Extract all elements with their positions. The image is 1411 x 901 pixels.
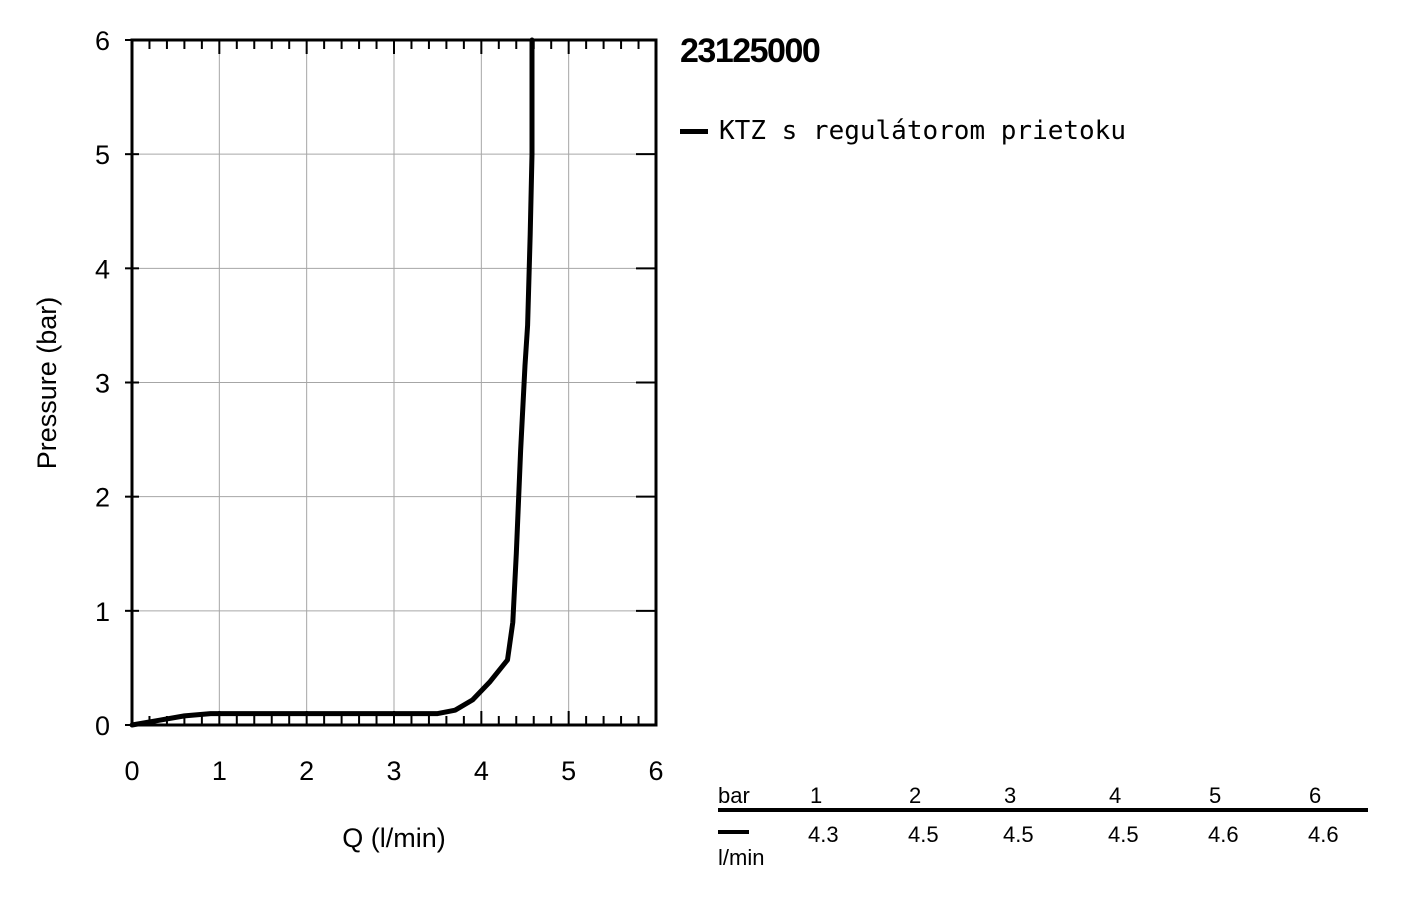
legend-swatch [680,128,708,134]
chart-title: 23125000 [680,32,821,70]
x-tick-label: 1 [212,756,227,786]
table-header-label: bar [718,783,750,808]
x-tick-label: 5 [561,756,576,786]
x-tick-label: 4 [474,756,489,786]
y-tick-label: 2 [95,483,110,513]
table-flow-cell: 4.6 [1308,822,1339,847]
x-tick-label: 3 [386,756,401,786]
legend-label: KTZ s regulátorom prietoku [719,116,1126,146]
chart-grid [132,40,656,725]
y-tick-label: 1 [95,597,110,627]
y-tick-label: 0 [95,711,110,741]
table-flow-cell: 4.3 [808,822,839,847]
table-rule [718,808,1368,812]
x-tick-label: 6 [648,756,663,786]
table-flow-cell: 4.5 [1108,822,1139,847]
legend: KTZ s regulátorom prietoku [680,116,1126,146]
table-pressure-cell: 4 [1109,783,1122,808]
x-tick-label: 2 [299,756,314,786]
y-tick-labels: 0 1 2 3 4 5 6 [95,26,110,741]
series-line [129,37,535,728]
x-tick-label: 0 [124,756,139,786]
y-tick-label: 4 [95,254,110,284]
table-unit-label: l/min [718,845,765,870]
x-tick-labels: 0 1 2 3 4 5 6 [124,756,663,786]
table-pressure-cell: 2 [909,783,922,808]
table-flow-cell: 4.5 [908,822,939,847]
x-axis-title: Q (l/min) [342,823,446,853]
table-flow-cell: 4.5 [1003,822,1034,847]
flow-table: bar 1 2 3 4 5 6 l/min 4.3 4.5 4.5 4.5 4.… [718,783,1368,873]
y-axis-title: Pressure (bar) [32,297,62,470]
table-pressure-cell: 1 [810,783,823,808]
table-series-swatch [718,830,749,834]
y-tick-label: 3 [95,369,110,399]
y-tick-label: 5 [95,140,110,170]
y-tick-label: 6 [95,26,110,56]
table-pressure-cell: 5 [1209,783,1222,808]
table-flow-cell: 4.6 [1208,822,1239,847]
table-pressure-cell: 3 [1004,783,1017,808]
table-pressure-cell: 6 [1309,783,1322,808]
